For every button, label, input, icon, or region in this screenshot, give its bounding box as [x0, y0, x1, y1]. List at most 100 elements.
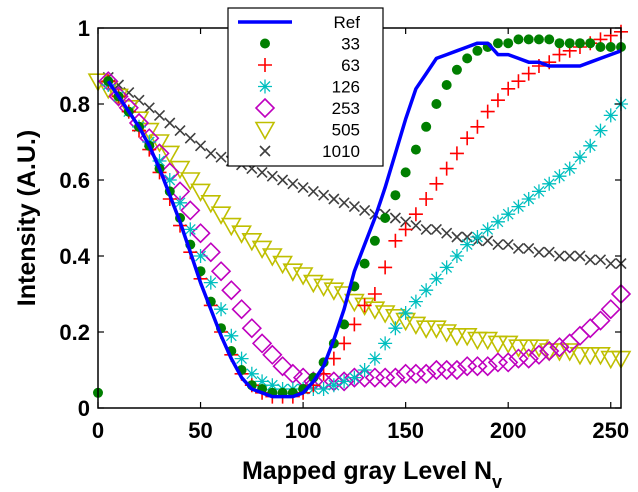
data-point-63 — [408, 207, 423, 222]
data-point-253 — [272, 356, 293, 377]
data-point-505 — [159, 145, 181, 165]
data-point-253 — [600, 299, 621, 320]
data-point-63 — [490, 93, 505, 108]
data-point-1010 — [174, 125, 186, 137]
data-point-33 — [513, 34, 524, 45]
data-point-33 — [554, 38, 565, 49]
data-point-126 — [234, 351, 249, 366]
data-point-505 — [467, 331, 488, 351]
legend-label-ref: Ref — [334, 13, 361, 32]
data-point-505 — [508, 339, 529, 358]
legend-label-505: 505 — [332, 121, 360, 140]
data-point-126 — [224, 328, 239, 343]
data-point-1010 — [574, 250, 586, 262]
data-point-253 — [518, 348, 539, 369]
data-point-253 — [528, 344, 550, 365]
data-point-505 — [118, 100, 140, 119]
data-point-253 — [354, 367, 375, 388]
data-point-126 — [244, 366, 259, 381]
data-point-1010 — [533, 246, 545, 258]
data-point-253 — [498, 352, 519, 373]
data-point-1010 — [492, 239, 504, 251]
data-point-33 — [400, 167, 411, 178]
data-point-63 — [337, 336, 352, 351]
data-point-505 — [569, 347, 591, 366]
data-point-253 — [487, 352, 509, 373]
data-point-33 — [451, 64, 462, 75]
y-tick-label: 0 — [78, 396, 90, 421]
x-tick-label: 200 — [490, 418, 527, 443]
legend-swatch-63 — [258, 58, 272, 72]
data-point-126 — [593, 123, 608, 138]
data-point-253 — [539, 340, 560, 362]
data-point-1010 — [184, 132, 196, 144]
data-point-126 — [214, 302, 229, 317]
data-point-505 — [518, 339, 540, 358]
data-point-126 — [449, 249, 464, 263]
data-point-33 — [533, 34, 544, 45]
data-point-1010 — [348, 201, 360, 213]
data-point-1010 — [287, 178, 299, 190]
data-point-126 — [265, 378, 280, 393]
data-point-253 — [549, 337, 570, 358]
legend-swatch-253 — [254, 97, 276, 119]
legend-box — [227, 7, 384, 167]
data-point-126 — [521, 192, 536, 206]
y-tick-label: 0.4 — [59, 244, 90, 269]
data-point-63 — [460, 131, 475, 146]
data-point-1010 — [359, 204, 371, 216]
data-point-33 — [574, 38, 585, 49]
data-point-126 — [542, 176, 557, 191]
data-point-126 — [490, 214, 505, 229]
data-point-505 — [210, 206, 232, 225]
data-point-505 — [487, 335, 509, 355]
x-axis-label-subscript: v — [492, 472, 502, 492]
data-point-63 — [521, 66, 536, 81]
data-point-253 — [200, 242, 221, 263]
data-point-126 — [439, 260, 454, 275]
y-axis-label: Intensity (A.U.) — [13, 130, 41, 306]
data-point-33 — [503, 38, 514, 49]
data-point-33 — [544, 34, 555, 45]
data-point-33 — [380, 213, 391, 223]
data-point-1010 — [194, 140, 207, 152]
y-tick-label: 0.8 — [59, 92, 90, 117]
series-1010 — [102, 71, 627, 270]
data-point-33 — [431, 99, 442, 109]
data-point-1010 — [512, 242, 525, 254]
data-point-126 — [572, 150, 587, 165]
data-point-33 — [605, 42, 616, 52]
x-tick-label: 150 — [387, 418, 424, 443]
data-point-1010 — [277, 174, 289, 186]
data-point-33 — [359, 258, 370, 269]
data-point-505 — [179, 172, 201, 191]
data-point-63 — [347, 317, 362, 332]
data-point-126 — [583, 138, 598, 153]
data-point-63 — [419, 192, 434, 206]
data-point-126 — [480, 222, 495, 237]
data-point-1010 — [297, 182, 309, 194]
data-point-505 — [579, 347, 601, 366]
data-point-1010 — [441, 227, 453, 239]
ticks-layer: 0 50 100 150 200 250 0 0.2 0.4 0.6 0.8 1 — [59, 16, 629, 443]
data-point-505 — [138, 122, 160, 142]
data-point-1010 — [430, 223, 442, 235]
data-point-126 — [460, 237, 475, 252]
data-point-126 — [419, 283, 434, 298]
data-point-126 — [326, 378, 341, 393]
legend-label-63: 63 — [341, 56, 360, 75]
data-point-1010 — [523, 242, 535, 254]
data-point-126 — [193, 249, 208, 263]
data-point-33 — [410, 144, 421, 155]
data-point-126 — [388, 321, 403, 336]
data-point-63 — [501, 81, 516, 96]
data-point-33 — [369, 235, 380, 246]
data-point-505 — [415, 320, 437, 339]
data-point-1010 — [451, 231, 463, 243]
data-point-505 — [149, 134, 170, 153]
data-point-63 — [367, 287, 382, 301]
legend-swatch-126 — [258, 79, 272, 94]
x-tick-label: 50 — [188, 418, 212, 443]
data-point-63 — [552, 47, 567, 62]
data-point-126 — [316, 382, 331, 396]
